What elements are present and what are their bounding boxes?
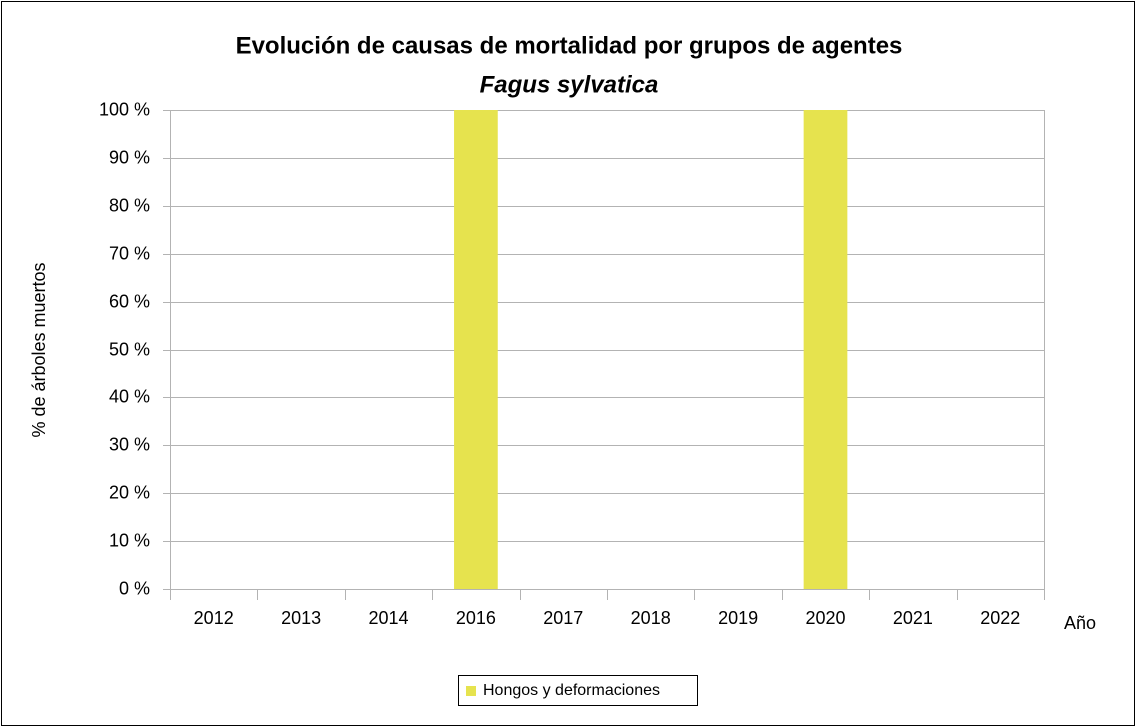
legend-swatch (466, 686, 476, 696)
chart-subtitle: Fagus sylvatica (480, 71, 659, 98)
y-tick-label: 10 % (109, 530, 150, 550)
x-tick-label: 2019 (718, 608, 758, 628)
y-tick-label: 80 % (109, 195, 150, 215)
x-tick-label: 2021 (893, 608, 933, 628)
y-tick-label: 70 % (109, 243, 150, 263)
y-tick-label: 90 % (109, 147, 150, 167)
chart-title: Evolución de causas de mortalidad por gr… (236, 32, 903, 59)
x-tick-label: 2022 (980, 608, 1020, 628)
x-tick-label: 2014 (368, 608, 408, 628)
y-tick-label: 40 % (109, 386, 150, 406)
y-tick-label: 0 % (119, 578, 150, 598)
x-tick-label: 2013 (281, 608, 321, 628)
legend-box (458, 675, 698, 706)
x-tick-label: 2020 (805, 608, 845, 628)
x-tick-label: 2017 (543, 608, 583, 628)
x-tick-label: 2016 (456, 608, 496, 628)
y-tick-label: 100 % (99, 99, 150, 119)
bar (803, 110, 848, 589)
x-tick-label: 2018 (631, 608, 671, 628)
x-tick-label: 2012 (194, 608, 234, 628)
y-axis-label: % de árboles muertos (29, 262, 49, 437)
y-tick-label: 30 % (109, 434, 150, 454)
x-axis-label: Año (1064, 613, 1096, 633)
bar (454, 110, 498, 589)
y-tick-label: 20 % (109, 482, 150, 502)
y-tick-label: 60 % (109, 291, 150, 311)
legend-label: Hongos y deformaciones (483, 682, 660, 699)
y-tick-label: 50 % (109, 339, 150, 359)
